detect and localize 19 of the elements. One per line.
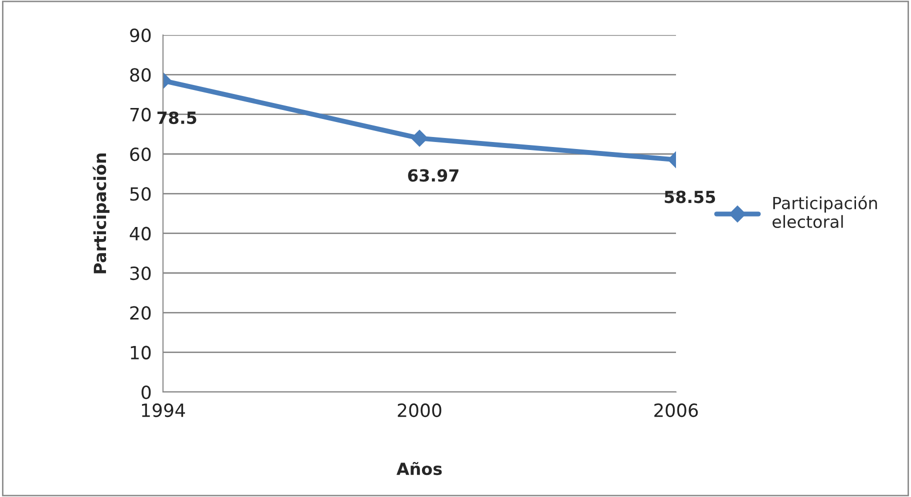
x-axis-title: Años bbox=[396, 462, 442, 476]
y-tick-label: 40 bbox=[130, 226, 151, 240]
y-axis-title: Participación bbox=[92, 154, 110, 274]
y-tick-label: 60 bbox=[130, 147, 151, 162]
y-tick-label: 50 bbox=[130, 187, 151, 201]
y-tick-label: 80 bbox=[130, 68, 151, 82]
x-tick-label: 2006 bbox=[654, 403, 698, 418]
y-tick-label: 90 bbox=[130, 28, 151, 42]
legend-label: Participación electoral bbox=[772, 196, 877, 228]
y-tick-label: 0 bbox=[142, 385, 151, 400]
y-tick-label: 10 bbox=[130, 346, 151, 360]
data-label: 63.97 bbox=[408, 169, 458, 182]
data-label: 58.55 bbox=[664, 190, 716, 204]
x-tick-label: 1994 bbox=[142, 403, 185, 418]
y-tick-label: 30 bbox=[130, 266, 151, 280]
y-tick-label: 70 bbox=[130, 108, 151, 122]
data-label: 78.5 bbox=[157, 111, 196, 124]
x-tick-label: 2000 bbox=[398, 403, 442, 418]
y-tick-label: 20 bbox=[130, 306, 151, 320]
